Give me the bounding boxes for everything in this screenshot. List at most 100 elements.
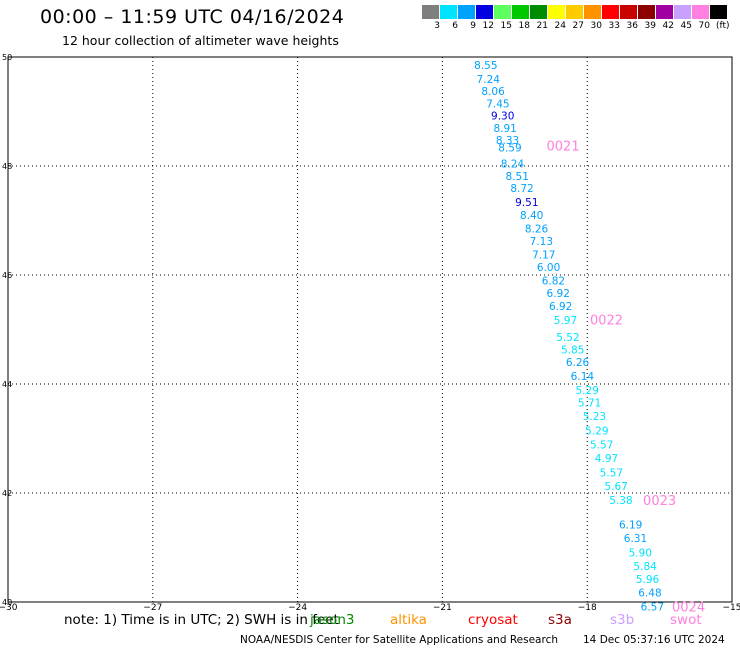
wave-height-label: 8.91	[493, 123, 516, 135]
wave-height-label: 7.17	[532, 249, 555, 261]
colorbar-legend: 3 6 9 12 15 18 21 24 27 30 33 36 39 42 45 70 (ft)	[422, 5, 730, 31]
wave-height-label: 5.29	[576, 385, 599, 397]
colorbar-tick-label: 30	[590, 21, 602, 31]
wave-height-label: 7.24	[477, 74, 501, 86]
colorbar-tick-label: 39	[644, 21, 656, 31]
wave-height-label: 6.26	[566, 357, 590, 369]
wave-height-label: 8.55	[474, 60, 497, 72]
wave-height-label: 5.84	[633, 561, 657, 573]
colorbar-swatch	[710, 5, 728, 19]
generated-timestamp: 14 Dec 05:37:16 UTC 2024	[583, 634, 725, 646]
pass-annotation: 0022	[590, 314, 623, 329]
plot-frame	[7, 56, 733, 603]
wave-height-label: 6.82	[542, 275, 565, 287]
wave-height-label: 5.38	[609, 495, 632, 507]
credit-text: NOAA/NESDIS Center for Satellite Applica…	[240, 634, 558, 646]
y-tick-label: 44	[2, 380, 12, 389]
colorbar-swatch	[674, 5, 692, 19]
wave-height-label: 6.48	[638, 588, 661, 600]
satellite-legend-s3a: s3a	[548, 612, 572, 628]
wave-height-label: 5.71	[578, 398, 601, 410]
chart-title: 00:00 – 11:59 UTC 04/16/2024	[40, 6, 345, 28]
colorbar-tick-label: 45	[680, 21, 692, 31]
colorbar-swatch	[656, 5, 674, 19]
colorbar-swatch	[530, 5, 548, 19]
wave-height-label: 5.67	[604, 481, 627, 493]
x-tick-label: −27	[143, 603, 162, 612]
wave-height-label: 8.40	[520, 210, 543, 222]
colorbar-tick-label: 42	[662, 21, 674, 31]
x-tick-label: −30	[0, 603, 18, 612]
satellite-legend-jason3: jason3	[310, 612, 355, 628]
y-tick-label: 42	[2, 489, 12, 498]
wave-height-label: 8.26	[525, 224, 549, 236]
colorbar-swatches	[422, 5, 728, 19]
chart-subtitle: 12 hour collection of altimeter wave hei…	[62, 33, 339, 48]
colorbar-swatch	[548, 5, 566, 19]
wave-height-label: 5.96	[636, 574, 660, 586]
wave-height-label: 8.06	[481, 86, 505, 98]
y-tick-label: 46	[2, 271, 12, 280]
pass-annotation: 0023	[643, 494, 676, 509]
colorbar-tick-label: 18	[518, 21, 530, 31]
wave-height-label: 4.97	[595, 453, 618, 465]
colorbar-swatch	[494, 5, 512, 19]
wave-height-label: 8.51	[506, 171, 529, 183]
colorbar-swatch	[692, 5, 710, 19]
x-tick-label: −24	[288, 603, 307, 612]
y-tick-label: 48	[2, 162, 12, 171]
y-tick-label: 40	[2, 598, 12, 607]
colorbar-swatch	[638, 5, 656, 19]
wave-height-label: 6.19	[619, 520, 642, 532]
colorbar-labels: 3 6 9 12 15 18 21 24 27 30 33 36 39 42 45 70	[422, 21, 728, 31]
wave-height-label: 9.51	[515, 197, 538, 209]
wave-height-label: 5.29	[585, 425, 608, 437]
wave-height-label: 7.13	[530, 236, 553, 248]
pass-annotation: 0021	[547, 139, 580, 154]
wave-height-label: 8.72	[510, 183, 533, 195]
wave-height-label: 5.57	[600, 467, 623, 479]
wave-height-chart: −30 −27 −24 −21 −18 −154042444648508.557.248.…	[0, 53, 740, 612]
colorbar-swatch	[440, 5, 458, 19]
colorbar-tick-label: 9	[470, 21, 476, 31]
colorbar-tick-label: 24	[554, 21, 566, 31]
colorbar-swatch	[566, 5, 584, 19]
colorbar-tick-label: 36	[626, 21, 638, 31]
colorbar-tick-label: 21	[536, 21, 548, 31]
wave-height-label: 5.90	[629, 547, 652, 559]
wave-height-label: 6.31	[624, 533, 647, 545]
wave-height-label: 7.45	[486, 98, 509, 110]
colorbar-swatch	[620, 5, 638, 19]
colorbar-swatch	[512, 5, 530, 19]
colorbar-swatch	[458, 5, 476, 19]
colorbar-swatch	[422, 5, 440, 19]
wave-height-label: 6.57	[641, 601, 664, 612]
y-tick-label: 50	[2, 53, 12, 62]
colorbar-tick-label: 33	[608, 21, 620, 31]
wave-height-label: 5.57	[590, 439, 613, 451]
x-tick-label: −21	[433, 603, 452, 612]
wave-height-label: 8.33	[496, 135, 519, 147]
wave-height-label: 5.23	[583, 411, 606, 423]
footer-note: note: 1) Time is in UTC; 2) SWH is in fe…	[64, 612, 339, 628]
colorbar-swatch	[476, 5, 494, 19]
colorbar-unit: (ft)	[716, 21, 730, 31]
colorbar-swatch	[584, 5, 602, 19]
wave-height-label: 6.92	[547, 288, 570, 300]
colorbar-swatch	[602, 5, 620, 19]
x-tick-label: −15	[723, 603, 740, 612]
wave-height-label: 8.24	[501, 158, 525, 170]
satellite-legend-altika: altika	[390, 612, 427, 628]
wave-height-label: 6.92	[549, 301, 572, 313]
wave-height-label: 8.59	[498, 142, 521, 154]
wave-height-label: 9.30	[491, 110, 514, 122]
wave-height-label: 5.52	[556, 332, 579, 344]
colorbar-tick-label: 3	[434, 21, 440, 31]
satellite-legend-cryosat: cryosat	[468, 612, 518, 628]
colorbar-tick-label: 15	[500, 21, 512, 31]
pass-annotation: 0024	[672, 600, 705, 612]
wave-height-label: 6.00	[537, 262, 560, 274]
x-tick-label: −18	[578, 603, 597, 612]
satellite-legend-swot: swot	[670, 612, 702, 628]
colorbar-tick-label: 27	[572, 21, 584, 31]
